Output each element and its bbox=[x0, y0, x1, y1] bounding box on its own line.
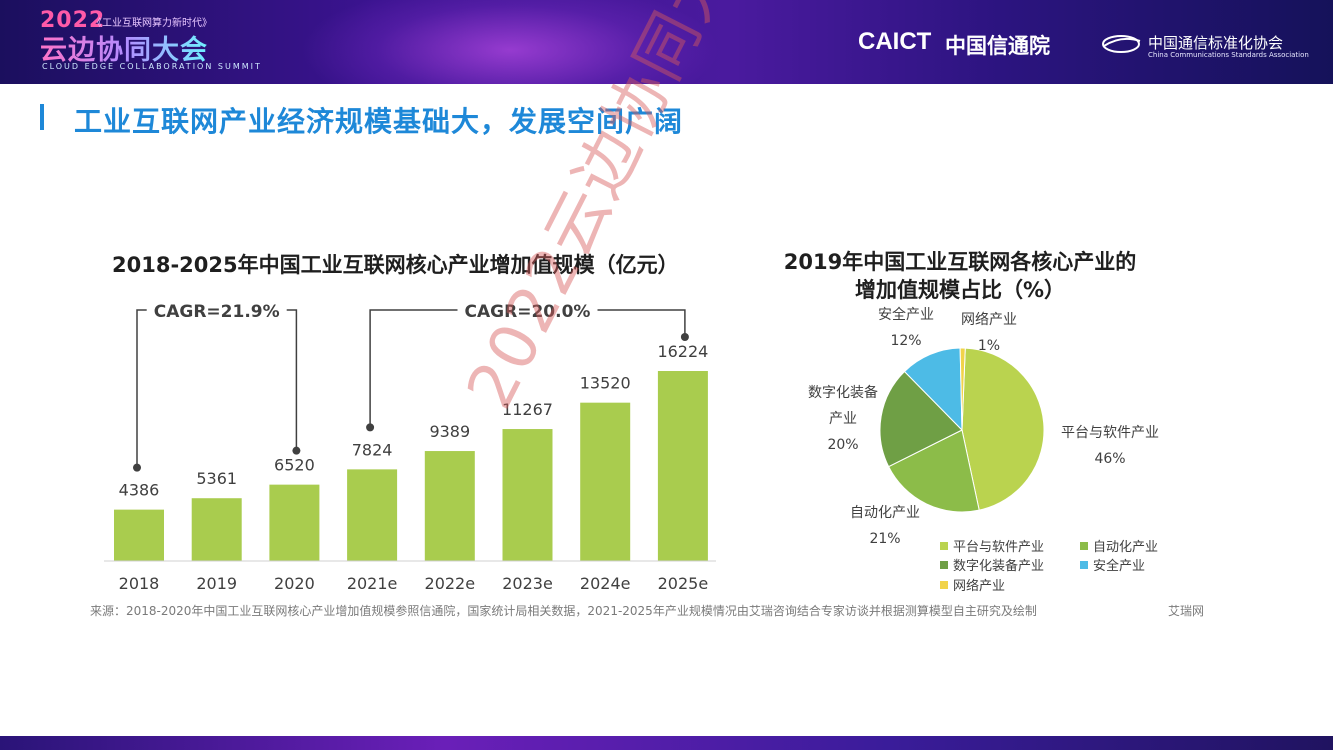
x-tick-label: 2025e bbox=[658, 574, 709, 593]
x-tick-label: 2023e bbox=[502, 574, 553, 593]
cagr-marker bbox=[133, 463, 141, 472]
bar-2023e bbox=[502, 429, 553, 561]
ccsa-name: 中国通信标准化协会 bbox=[1148, 34, 1284, 52]
cagr-marker bbox=[292, 446, 301, 455]
x-tick-label: 2024e bbox=[580, 574, 631, 593]
bar-value-label: 16224 bbox=[657, 342, 708, 361]
ccsa-english-name: China Communications Standards Associati… bbox=[1148, 51, 1309, 59]
pie-slice-label: 平台与软件产业 bbox=[1061, 425, 1159, 441]
cagr-bracket-left bbox=[136, 309, 147, 468]
bar-value-label: 13520 bbox=[580, 374, 631, 393]
pie-title-line-1: 2019年中国工业互联网各核心产业的 bbox=[783, 250, 1137, 274]
summit-year: 2022 bbox=[40, 8, 106, 33]
legend-swatch bbox=[940, 581, 948, 589]
bar-value-label: 6520 bbox=[274, 456, 315, 475]
x-tick-label: 2022e bbox=[425, 574, 476, 593]
bar-value-label: 9389 bbox=[429, 422, 470, 441]
bar-2025e bbox=[657, 371, 708, 561]
bar-2021e bbox=[347, 469, 398, 561]
legend-label: 安全产业 bbox=[1093, 558, 1145, 574]
pie-slice-label: 自动化产业 bbox=[850, 505, 920, 521]
summit-logo-text: 云边协同大会 bbox=[40, 28, 208, 67]
x-tick-label: 2018 bbox=[119, 574, 160, 593]
legend-item: 数字化装备产业 bbox=[940, 558, 1044, 574]
ccsa-logo-icon bbox=[1102, 35, 1141, 53]
legend-label: 自动化产业 bbox=[1093, 540, 1158, 555]
legend-item: 网络产业 bbox=[940, 578, 1005, 594]
cagr-bracket-right bbox=[597, 309, 686, 337]
banner-glow bbox=[300, 0, 720, 84]
legend-label: 数字化装备产业 bbox=[953, 558, 1044, 574]
pie-slice-percent: 1% bbox=[978, 338, 1000, 354]
pie-slice bbox=[959, 347, 966, 431]
pie-slice bbox=[961, 347, 1045, 511]
caict-name: 中国信通院 bbox=[945, 34, 1050, 58]
bar-2019 bbox=[191, 498, 242, 561]
pie-slice-percent: 21% bbox=[869, 531, 900, 547]
legend-item: 平台与软件产业 bbox=[940, 540, 1044, 555]
pie-chart: 平台与软件产业46%自动化产业21%数字化装备产业20%安全产业12%网络产业1… bbox=[808, 306, 1159, 594]
header-banner: 2022 《工业互联网算力新时代》 云边协同大会 CLOUD EDGE COLL… bbox=[0, 0, 1333, 84]
slide-title: 工业互联网产业经济规模基础大，发展空间广阔 bbox=[74, 105, 684, 138]
cagr-bracket-right bbox=[286, 309, 298, 451]
legend-swatch bbox=[940, 542, 948, 550]
summit-slogan: 《工业互联网算力新时代》 bbox=[92, 18, 212, 29]
source-note: 来源：2018-2020年中国工业互联网核心产业增加值规模参照信通院，国家统计局… bbox=[90, 604, 1037, 618]
pie-slice-label: 产业 bbox=[829, 411, 857, 427]
pie-slice-percent: 12% bbox=[890, 333, 921, 349]
pie-slice-label: 数字化装备 bbox=[808, 384, 878, 401]
cagr-annotation: CAGR=21.9% bbox=[133, 302, 301, 472]
pie-slice-percent: 20% bbox=[827, 437, 858, 453]
pie-slice bbox=[903, 347, 963, 432]
pie-slice bbox=[879, 370, 963, 468]
title-accent-bar bbox=[40, 104, 44, 130]
cagr-annotation: CAGR=20.0% bbox=[366, 302, 689, 432]
pie-slice bbox=[887, 429, 980, 513]
bar-value-label: 5361 bbox=[196, 469, 237, 488]
legend-item: 安全产业 bbox=[1080, 558, 1145, 574]
x-tick-label: 2020 bbox=[274, 574, 315, 593]
legend-swatch bbox=[1080, 542, 1088, 550]
pie-chart-title: 2019年中国工业互联网各核心产业的 增加值规模占比（%） bbox=[760, 248, 1160, 304]
x-tick-label: 2019 bbox=[196, 574, 237, 593]
source-brand: 艾瑞网 bbox=[1168, 604, 1205, 618]
legend-swatch bbox=[940, 561, 948, 569]
cagr-bracket-left bbox=[369, 309, 458, 428]
bar-value-label: 4386 bbox=[119, 481, 160, 500]
bar-2018 bbox=[114, 509, 164, 561]
bar-value-label: 7824 bbox=[352, 440, 393, 459]
caict-logo: CAICT bbox=[858, 28, 932, 55]
cagr-marker bbox=[680, 333, 689, 341]
legend-swatch bbox=[1080, 561, 1088, 569]
x-tick-label: 2021e bbox=[347, 574, 398, 593]
footer-bar bbox=[0, 736, 1333, 750]
bar-chart: 4386 2018 5361 2019 6520 2020 7824 2021e 9389 202… bbox=[104, 302, 716, 593]
bar-chart-title: 2018-2025年中国工业互联网核心产业增加值规模（亿元） bbox=[112, 253, 679, 277]
pie-title-line-2: 增加值规模占比（%） bbox=[854, 278, 1066, 302]
cagr-label: CAGR=21.9% bbox=[154, 302, 280, 322]
bar-2020 bbox=[269, 484, 320, 561]
legend-label: 网络产业 bbox=[953, 578, 1005, 594]
legend-label: 平台与软件产业 bbox=[953, 540, 1044, 555]
bar-2024e bbox=[580, 402, 631, 561]
summit-english-name: CLOUD EDGE COLLABORATION SUMMIT bbox=[42, 62, 262, 71]
cagr-marker bbox=[366, 423, 375, 432]
pie-slice-label: 安全产业 bbox=[878, 306, 934, 323]
legend-item: 自动化产业 bbox=[1080, 540, 1158, 555]
cagr-label: CAGR=20.0% bbox=[465, 302, 591, 322]
pie-slice-percent: 46% bbox=[1094, 451, 1125, 467]
bar-2022e bbox=[424, 451, 475, 561]
pie-slice-label: 网络产业 bbox=[961, 312, 1017, 328]
bar-value-label: 11267 bbox=[502, 400, 553, 419]
